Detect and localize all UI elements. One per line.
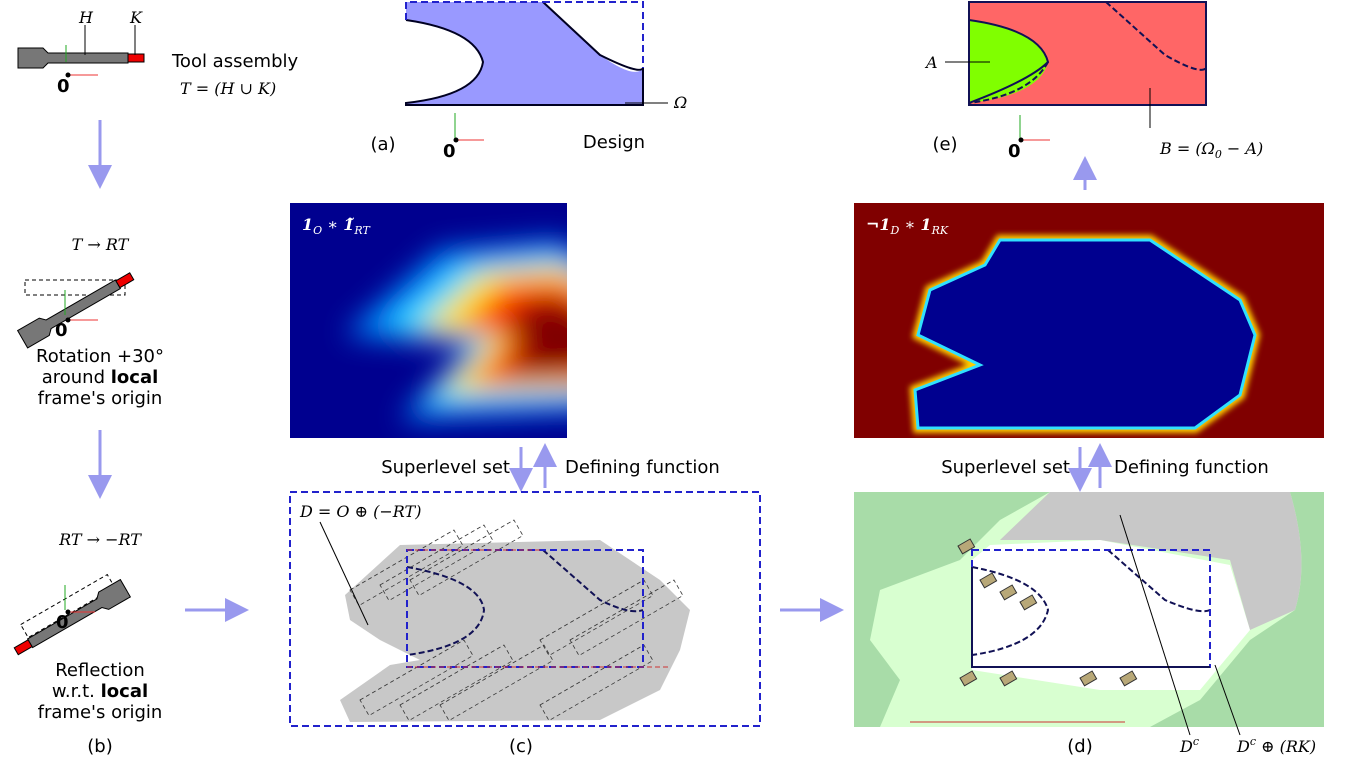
origin: 0 (443, 141, 456, 162)
omega: Ω (673, 93, 687, 112)
defining-label: Defining function (565, 457, 720, 478)
d-formula: D = O ⊕ (−RT) (299, 502, 421, 521)
dc-rk-label: Dc ⊕ (RK) (1236, 735, 1316, 756)
rotation-line2: around local (42, 367, 159, 388)
decomposition-panel (945, 2, 1206, 143)
caption: (a) (370, 134, 395, 155)
origin: 0 (55, 320, 68, 341)
origin: 0 (56, 612, 69, 633)
accessibility-panel (854, 492, 1324, 735)
tool (18, 25, 144, 78)
caption: (c) (509, 736, 533, 757)
figure: H K 0 Tool assembly T = (H ∪ K) T → RT 0… (0, 0, 1347, 769)
origin: 0 (1008, 141, 1021, 162)
design-panel (406, 2, 668, 143)
rotation-line3: frame's origin (38, 388, 163, 409)
k-label: K (129, 8, 143, 27)
defining-label: Defining function (1114, 457, 1269, 478)
a-label: A (924, 53, 938, 72)
reflection-line3: frame's origin (38, 702, 163, 723)
rotation-formula: T → RT (72, 235, 130, 254)
design-label: Design (583, 132, 645, 153)
origin: 0 (57, 76, 70, 97)
heatmap (290, 203, 665, 438)
rotation-line1: Rotation +30° (36, 346, 164, 367)
rotated-tool (18, 268, 137, 348)
caption: (d) (1067, 736, 1092, 757)
dc-label: Dc (1179, 735, 1199, 756)
reflection-formula: RT → −RT (58, 530, 142, 549)
reflection-line1: Reflection (55, 660, 145, 681)
caption: (b) (87, 736, 112, 757)
caption: (e) (932, 134, 957, 155)
b-formula: B = (Ω0 − A) (1159, 139, 1263, 161)
superlevel-label: Superlevel set (941, 457, 1070, 478)
reflected-tool (11, 575, 130, 660)
heatmap (854, 203, 1324, 438)
reflection-line2: w.r.t. local (52, 681, 148, 702)
tool-formula: T = (H ∪ K) (180, 79, 276, 98)
configuration-panel (290, 492, 760, 726)
tool-title: Tool assembly (171, 51, 299, 72)
superlevel-label: Superlevel set (381, 457, 510, 478)
h-label: H (78, 8, 94, 27)
